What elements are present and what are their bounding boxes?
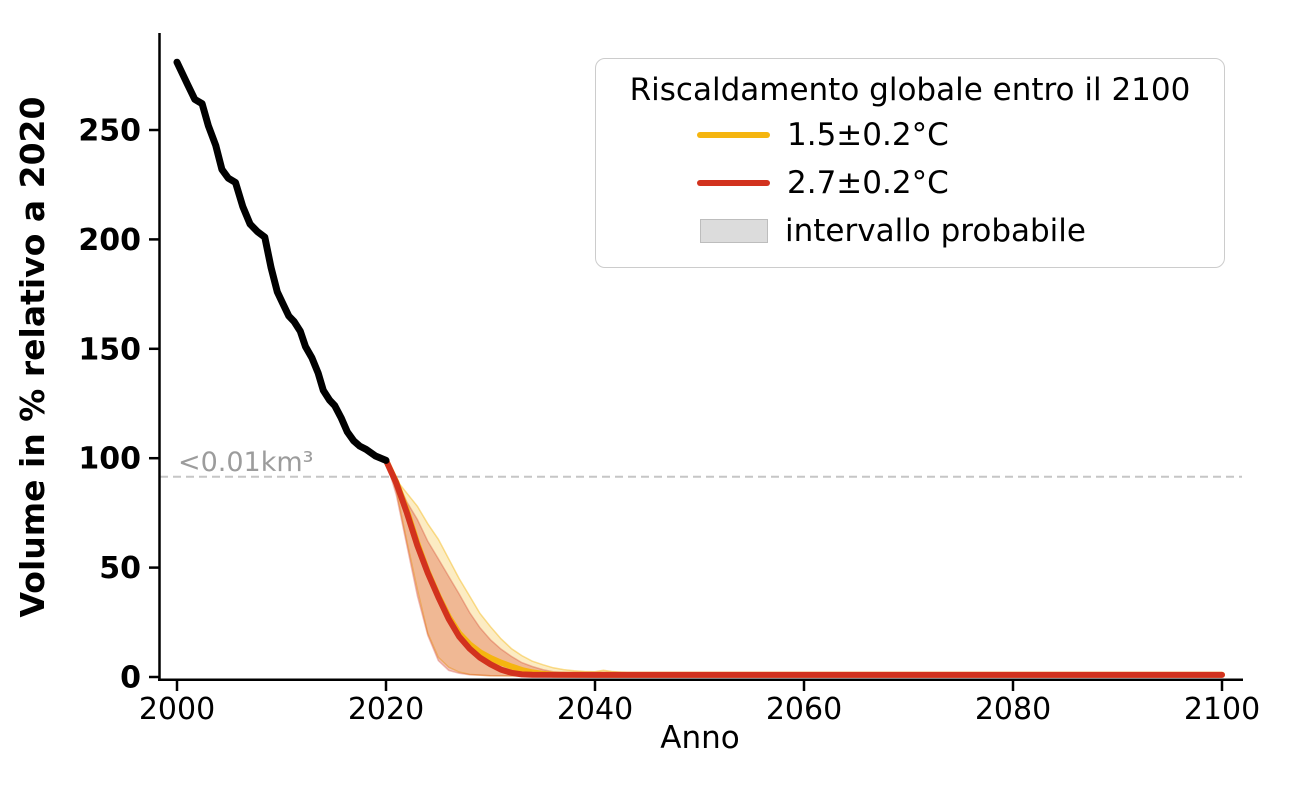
x-axis-label: Anno [660,720,739,756]
y-axis-label: Volume in % relativo a 2020 [13,97,52,618]
x-axis-ticks: 2000 2020 2040 2060 2080 2100 [139,681,1260,727]
x-tick-label: 2020 [348,692,424,727]
legend-item-likely-range: intervallo probabile [596,207,1224,255]
legend-title: Riscaldamento globale entro il 2100 [629,72,1191,108]
line-swatch-icon [697,132,770,138]
x-tick-label: 2100 [1184,692,1260,727]
legend-item-label: 1.5±0.2°C [787,117,949,153]
x-tick-label: 2060 [766,692,842,727]
x-tick-label: 2040 [557,692,633,727]
legend-item-label: intervallo probabile [785,213,1086,249]
line-1-5c [383,457,1225,678]
y-tick-label: 250 [78,114,141,149]
y-axis-ticks: 0 50 100 150 200 250 [78,114,159,696]
band-2-7c-likely-range [385,460,680,677]
y-tick-label: 50 [99,551,141,586]
band-1-5c-likely-range [385,460,732,678]
y-tick-label: 150 [78,332,141,367]
legend-box: Riscaldamento globale entro il 2100 1.5±… [595,58,1225,268]
legend-item-1-5c: 1.5±0.2°C [596,111,1224,159]
legend-item-label: 2.7±0.2°C [787,165,949,201]
y-tick-label: 200 [78,223,141,258]
y-tick-label: 0 [120,661,141,696]
threshold-label: <0.01km³ [178,447,314,478]
y-tick-label: 100 [78,442,141,477]
line-historical [173,58,390,464]
x-tick-label: 2000 [139,692,215,727]
line-2-7c [383,457,1225,678]
legend-item-2-7c: 2.7±0.2°C [596,159,1224,207]
patch-swatch-icon [700,219,768,243]
line-swatch-icon [697,180,770,186]
x-tick-label: 2080 [975,692,1051,727]
